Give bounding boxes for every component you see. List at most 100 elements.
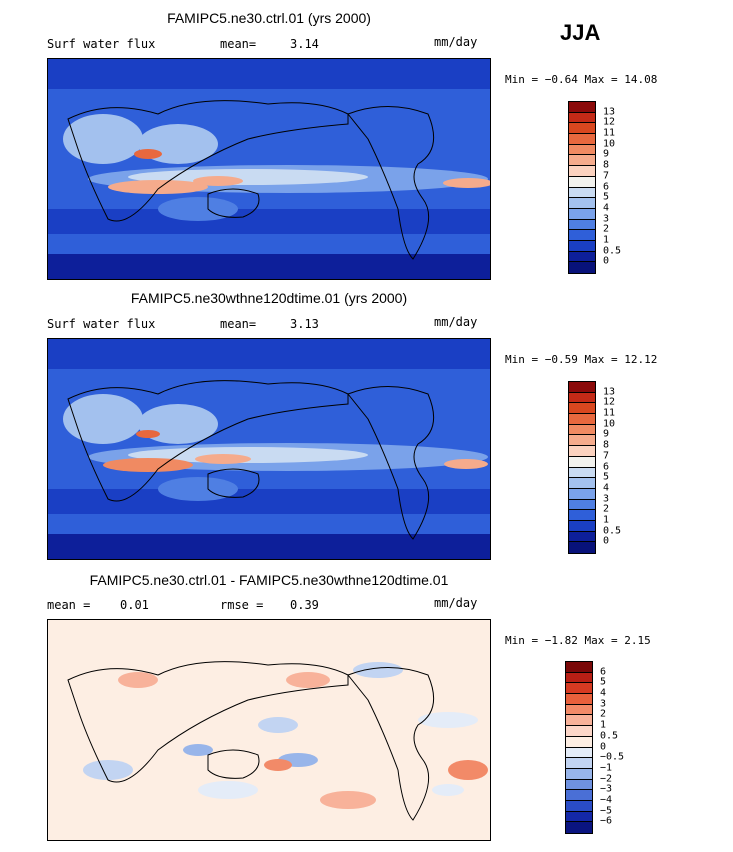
panel-2-mean-label: mean=: [220, 317, 257, 331]
colorbar-swatch: [566, 683, 592, 695]
panel-3-colorbar: [565, 661, 593, 834]
colorbar-tick-label: 0.5: [603, 525, 622, 537]
colorbar-tick-label: 2: [603, 503, 610, 515]
colorbar-swatch: [569, 123, 595, 135]
colorbar-swatch: [566, 662, 592, 673]
colorbar-swatch: [569, 134, 595, 145]
colorbar-swatch: [566, 747, 592, 759]
panel-1-map: [47, 58, 491, 280]
colorbar-tick-label: 1: [603, 514, 610, 526]
colorbar-tick-label: 12: [603, 396, 616, 408]
panel-3-map: [47, 619, 491, 841]
colorbar-swatch: [569, 198, 595, 209]
colorbar-tick-label: 4: [600, 687, 607, 699]
colorbar-tick-label: 3: [600, 698, 607, 710]
colorbar-tick-label: 9: [603, 428, 610, 440]
colorbar-tick-label: 0: [603, 535, 610, 547]
colorbar-swatch: [569, 520, 595, 532]
panel-3-mean-value: 0.01: [120, 598, 149, 612]
panel-3-mean-label: mean =: [47, 598, 91, 612]
colorbar-tick-label: 7: [603, 170, 610, 182]
panel-3-colorbar-ticks: 6 5 4 3 2 1 0.5 0 −0.5 −1 −2 −3 −4 −5 −6: [600, 661, 640, 834]
panel-3-rmse-value: 0.39: [290, 598, 319, 612]
panel-1-mean-label: mean=: [220, 37, 257, 51]
panel-1-units: mm/day: [434, 35, 478, 49]
panel-2-map-svg: [48, 339, 490, 559]
panel-1-map-svg: [48, 59, 490, 279]
colorbar-swatch: [566, 779, 592, 791]
panel-2-colorbar: [568, 381, 596, 554]
colorbar-tick-label: 0: [603, 255, 610, 267]
colorbar-tick-label: 13: [603, 386, 616, 398]
colorbar-swatch: [569, 446, 595, 457]
colorbar-tick-label: −5: [600, 805, 613, 817]
colorbar-tick-label: 1: [600, 719, 607, 731]
panel-1-colorbar-ticks: 13 12 11 10 9 8 7 6 5 4 3 2 1 0.5 0: [603, 101, 643, 274]
colorbar-tick-label: −1: [600, 762, 613, 774]
colorbar-swatch: [566, 672, 592, 684]
panel-2-min-label: Min =: [505, 353, 539, 366]
colorbar-tick-label: 3: [603, 493, 610, 505]
panel-3-rmse-label: rmse =: [220, 598, 264, 612]
colorbar-swatch: [569, 251, 595, 263]
colorbar-tick-label: 11: [603, 127, 616, 139]
colorbar-swatch: [569, 424, 595, 436]
colorbar-tick-label: 6: [603, 461, 610, 472]
panel-3-minmax: Min = −1.82 Max = 2.15: [505, 634, 651, 647]
colorbar-swatch: [569, 510, 595, 521]
panel-2-minmax: Min = −0.59 Max = 12.12: [505, 353, 657, 366]
colorbar-tick-label: 9: [603, 148, 610, 160]
colorbar-swatch: [569, 403, 595, 415]
colorbar-swatch: [566, 768, 592, 780]
panel-3-units: mm/day: [434, 596, 478, 610]
colorbar-swatch: [569, 102, 595, 113]
panel-2-max-value: 12.12: [624, 353, 658, 366]
colorbar-tick-label: 6: [603, 181, 610, 192]
colorbar-swatch: [569, 219, 595, 231]
panel-1-variable: Surf water flux: [47, 37, 156, 51]
panel-1-min-label: Min =: [505, 73, 539, 86]
colorbar-tick-label: 5: [600, 676, 607, 688]
panel-3-max-value: 2.15: [624, 634, 651, 647]
panel-2-mean-value: 3.13: [290, 317, 319, 331]
colorbar-swatch: [566, 694, 592, 705]
panel-3-title: FAMIPC5.ne30.ctrl.01 - FAMIPC5.ne30wthne…: [89, 572, 449, 588]
colorbar-swatch: [569, 435, 595, 447]
colorbar-tick-label: 0.5: [600, 730, 619, 742]
colorbar-tick-label: −4: [600, 794, 613, 806]
colorbar-swatch: [566, 811, 592, 823]
panel-1-minmax: Min = −0.64 Max = 14.08: [505, 73, 657, 86]
colorbar-tick-label: 3: [603, 213, 610, 225]
colorbar-tick-label: 5: [603, 471, 610, 483]
colorbar-swatch: [569, 208, 595, 220]
panel-3-min-label: Min =: [505, 634, 539, 647]
colorbar-swatch: [566, 758, 592, 769]
panel-1-min-value: −0.64: [544, 73, 578, 86]
colorbar-swatch: [569, 456, 595, 468]
panel-2-max-label: Max =: [584, 353, 618, 366]
colorbar-swatch: [569, 176, 595, 188]
colorbar-swatch: [569, 382, 595, 393]
colorbar-swatch: [569, 531, 595, 543]
colorbar-tick-label: 2: [603, 223, 610, 235]
panel-3-max-label: Max =: [584, 634, 618, 647]
panel-3-map-svg: [48, 620, 490, 840]
colorbar-tick-label: 1: [603, 234, 610, 246]
colorbar-swatch: [566, 726, 592, 737]
colorbar-swatch: [566, 822, 592, 833]
colorbar-swatch: [566, 715, 592, 727]
panel-1-mean-value: 3.14: [290, 37, 319, 51]
panel-1-title: FAMIPC5.ne30.ctrl.01 (yrs 2000): [167, 10, 371, 26]
colorbar-tick-label: −2: [600, 773, 613, 785]
colorbar-tick-label: 4: [603, 202, 610, 214]
colorbar-tick-label: 8: [603, 439, 610, 451]
colorbar-tick-label: 12: [603, 116, 616, 128]
panel-2-min-value: −0.59: [544, 353, 578, 366]
colorbar-tick-label: −3: [600, 783, 613, 795]
colorbar-tick-label: 2: [600, 708, 607, 720]
colorbar-tick-label: 10: [603, 418, 616, 430]
colorbar-swatch: [569, 240, 595, 252]
colorbar-swatch: [566, 790, 592, 801]
colorbar-swatch: [569, 467, 595, 479]
colorbar-swatch: [569, 262, 595, 273]
